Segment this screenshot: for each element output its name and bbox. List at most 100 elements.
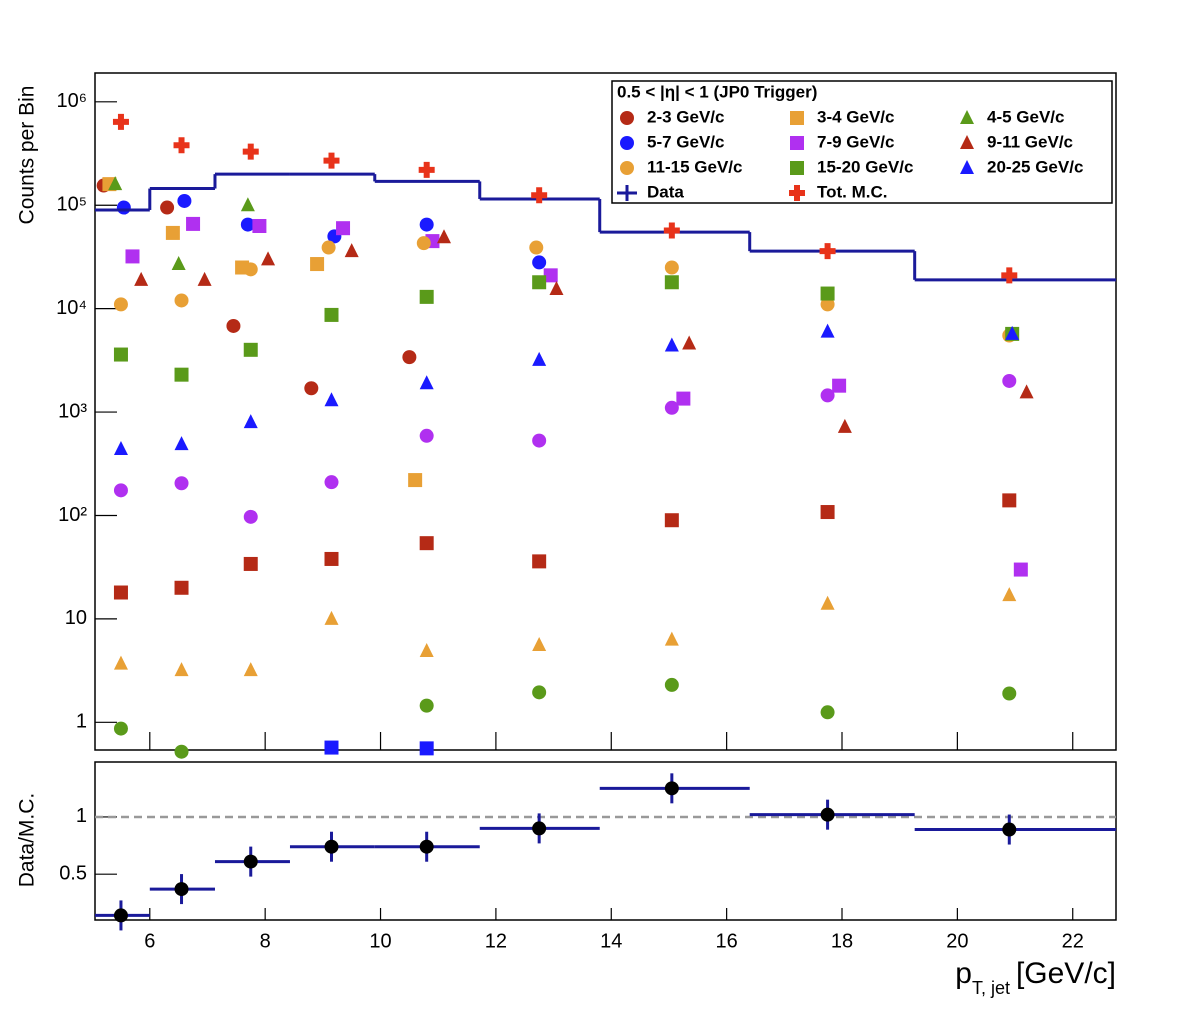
marker bbox=[324, 551, 339, 566]
marker bbox=[532, 351, 547, 366]
marker bbox=[664, 275, 679, 290]
ratio-point bbox=[664, 781, 679, 796]
marker bbox=[108, 176, 123, 191]
marker bbox=[174, 662, 189, 677]
legend-label: 9-11 GeV/c bbox=[987, 132, 1073, 151]
marker bbox=[676, 391, 691, 406]
y-axis-title: Data/M.C. bbox=[16, 793, 39, 888]
marker bbox=[226, 318, 241, 333]
marker bbox=[261, 251, 276, 266]
marker bbox=[532, 433, 547, 448]
marker bbox=[1019, 384, 1034, 399]
legend-label: 3-4 GeV/c bbox=[817, 107, 895, 126]
ratio-point bbox=[1002, 822, 1017, 837]
marker bbox=[820, 388, 835, 403]
marker bbox=[529, 240, 544, 255]
marker bbox=[1002, 587, 1017, 602]
marker bbox=[321, 240, 336, 255]
marker bbox=[419, 741, 434, 756]
marker bbox=[790, 136, 804, 150]
marker bbox=[252, 218, 267, 233]
marker bbox=[419, 375, 434, 390]
ratio-point bbox=[419, 839, 434, 854]
x-tick-label: 16 bbox=[716, 930, 738, 952]
marker bbox=[243, 556, 258, 571]
ratio-point bbox=[532, 821, 547, 836]
x-tick-label: 18 bbox=[831, 930, 853, 952]
marker bbox=[324, 475, 339, 490]
marker bbox=[543, 268, 558, 283]
marker bbox=[240, 217, 255, 232]
marker bbox=[664, 513, 679, 528]
marker bbox=[174, 293, 189, 308]
marker bbox=[324, 610, 339, 625]
legend-label: Data bbox=[647, 182, 684, 201]
marker bbox=[344, 243, 359, 258]
y-tick-label: 10⁶ bbox=[57, 90, 87, 112]
marker bbox=[1002, 493, 1017, 508]
marker bbox=[664, 400, 679, 415]
marker bbox=[663, 222, 680, 239]
marker bbox=[113, 721, 128, 736]
marker bbox=[240, 197, 255, 212]
marker bbox=[532, 275, 547, 290]
marker bbox=[160, 200, 175, 215]
marker bbox=[682, 335, 697, 350]
marker bbox=[113, 585, 128, 600]
x-title-unit: [GeV/c] bbox=[1016, 957, 1116, 990]
marker bbox=[960, 110, 974, 124]
y-tick-label: 10² bbox=[58, 504, 87, 526]
marker bbox=[112, 113, 129, 130]
marker bbox=[664, 677, 679, 692]
marker bbox=[837, 418, 852, 433]
marker bbox=[419, 217, 434, 232]
marker bbox=[664, 631, 679, 646]
marker bbox=[186, 216, 201, 231]
marker bbox=[532, 685, 547, 700]
marker bbox=[243, 662, 258, 677]
ratio-point bbox=[113, 908, 128, 923]
marker bbox=[408, 473, 423, 488]
marker bbox=[402, 350, 417, 365]
x-tick-label: 12 bbox=[485, 930, 507, 952]
marker bbox=[620, 111, 634, 125]
marker bbox=[336, 221, 351, 236]
marker bbox=[174, 436, 189, 451]
marker bbox=[1002, 373, 1017, 388]
x-tick-label: 14 bbox=[600, 930, 622, 952]
marker bbox=[532, 636, 547, 651]
marker bbox=[243, 262, 258, 277]
marker bbox=[960, 135, 974, 149]
marker bbox=[1013, 562, 1028, 577]
marker bbox=[165, 225, 180, 240]
marker bbox=[174, 580, 189, 595]
marker bbox=[116, 200, 131, 215]
legend-label: 11-15 GeV/c bbox=[647, 157, 742, 176]
x-tick-label: 8 bbox=[260, 930, 271, 952]
marker bbox=[243, 342, 258, 357]
marker bbox=[174, 367, 189, 382]
marker bbox=[177, 193, 192, 208]
marker bbox=[960, 160, 974, 174]
marker bbox=[664, 337, 679, 352]
y-tick-label: 10 bbox=[65, 607, 87, 629]
x-title-sub: T, jet bbox=[972, 978, 1010, 998]
marker bbox=[620, 136, 634, 150]
y-tick-label: 0.5 bbox=[59, 862, 87, 884]
x-tick-label: 10 bbox=[369, 930, 391, 952]
ratio-point bbox=[243, 854, 258, 869]
ratio-point bbox=[174, 882, 189, 897]
x-axis-title: pT, jet [GeV/c] bbox=[955, 957, 1116, 998]
marker bbox=[532, 255, 547, 270]
marker bbox=[324, 307, 339, 322]
marker bbox=[664, 260, 679, 275]
ratio-point bbox=[820, 807, 835, 822]
legend-label: 7-9 GeV/c bbox=[817, 132, 895, 151]
marker bbox=[789, 185, 805, 201]
marker bbox=[790, 111, 804, 125]
marker bbox=[1002, 686, 1017, 701]
marker bbox=[532, 554, 547, 569]
marker bbox=[304, 381, 319, 396]
marker bbox=[832, 378, 847, 393]
